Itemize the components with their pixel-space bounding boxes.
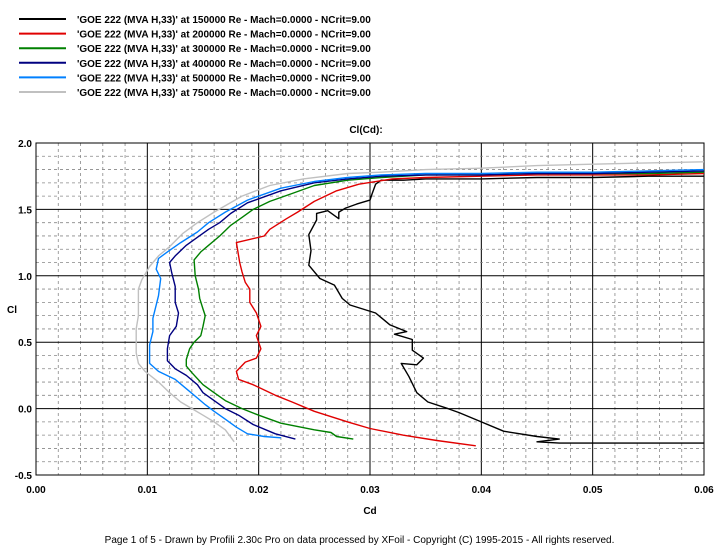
x-tick-label: 0.05 (583, 485, 603, 496)
series-line-4 (166, 170, 704, 440)
x-tick-label: 0.00 (26, 485, 46, 496)
grid (36, 143, 704, 475)
tick-labels: 0.00 0.01 0.02 0.03 0.04 0.05 0.06 2.0 1.5 1.0 0.5… (15, 139, 714, 496)
y-tick-label: 2.0 (18, 139, 32, 150)
series-line-3 (185, 171, 704, 440)
plot-frame (35, 142, 705, 476)
series-layer (135, 161, 704, 447)
x-tick-label: 0.01 (138, 485, 158, 496)
series-line-1 (308, 175, 704, 444)
series-line-5 (148, 168, 704, 439)
y-tick-label: 1.0 (18, 272, 32, 283)
legend-label: 'GOE 222 (MVA H,33)' at 150000 Re - Mach… (77, 15, 371, 26)
legend: 'GOE 222 (MVA H,33)' at 150000 Re - Mach… (19, 15, 371, 99)
y-axis-label: Cl (7, 305, 17, 316)
legend-label: 'GOE 222 (MVA H,33)' at 200000 Re - Mach… (77, 30, 371, 41)
x-tick-label: 0.04 (472, 485, 492, 496)
legend-label: 'GOE 222 (MVA H,33)' at 750000 Re - Mach… (77, 88, 371, 99)
legend-label: 'GOE 222 (MVA H,33)' at 400000 Re - Mach… (77, 59, 371, 70)
footer-credit: Page 1 of 5 - Drawn by Profili 2.30c Pro… (104, 535, 615, 546)
series-line-2 (235, 172, 704, 447)
y-tick-label: 0.0 (18, 405, 32, 416)
x-tick-label: 0.03 (360, 485, 380, 496)
legend-label: 'GOE 222 (MVA H,33)' at 500000 Re - Mach… (77, 73, 371, 84)
legend-label: 'GOE 222 (MVA H,33)' at 300000 Re - Mach… (77, 44, 371, 55)
x-tick-label: 0.02 (249, 485, 269, 496)
chart-title: Cl(Cd): (349, 125, 382, 136)
x-axis-label: Cd (363, 506, 376, 517)
y-tick-label: -0.5 (15, 471, 33, 482)
x-tick-label: 0.06 (694, 485, 714, 496)
y-tick-label: 1.5 (18, 205, 32, 216)
series-line-6 (135, 161, 704, 443)
y-tick-label: 0.5 (18, 338, 32, 349)
